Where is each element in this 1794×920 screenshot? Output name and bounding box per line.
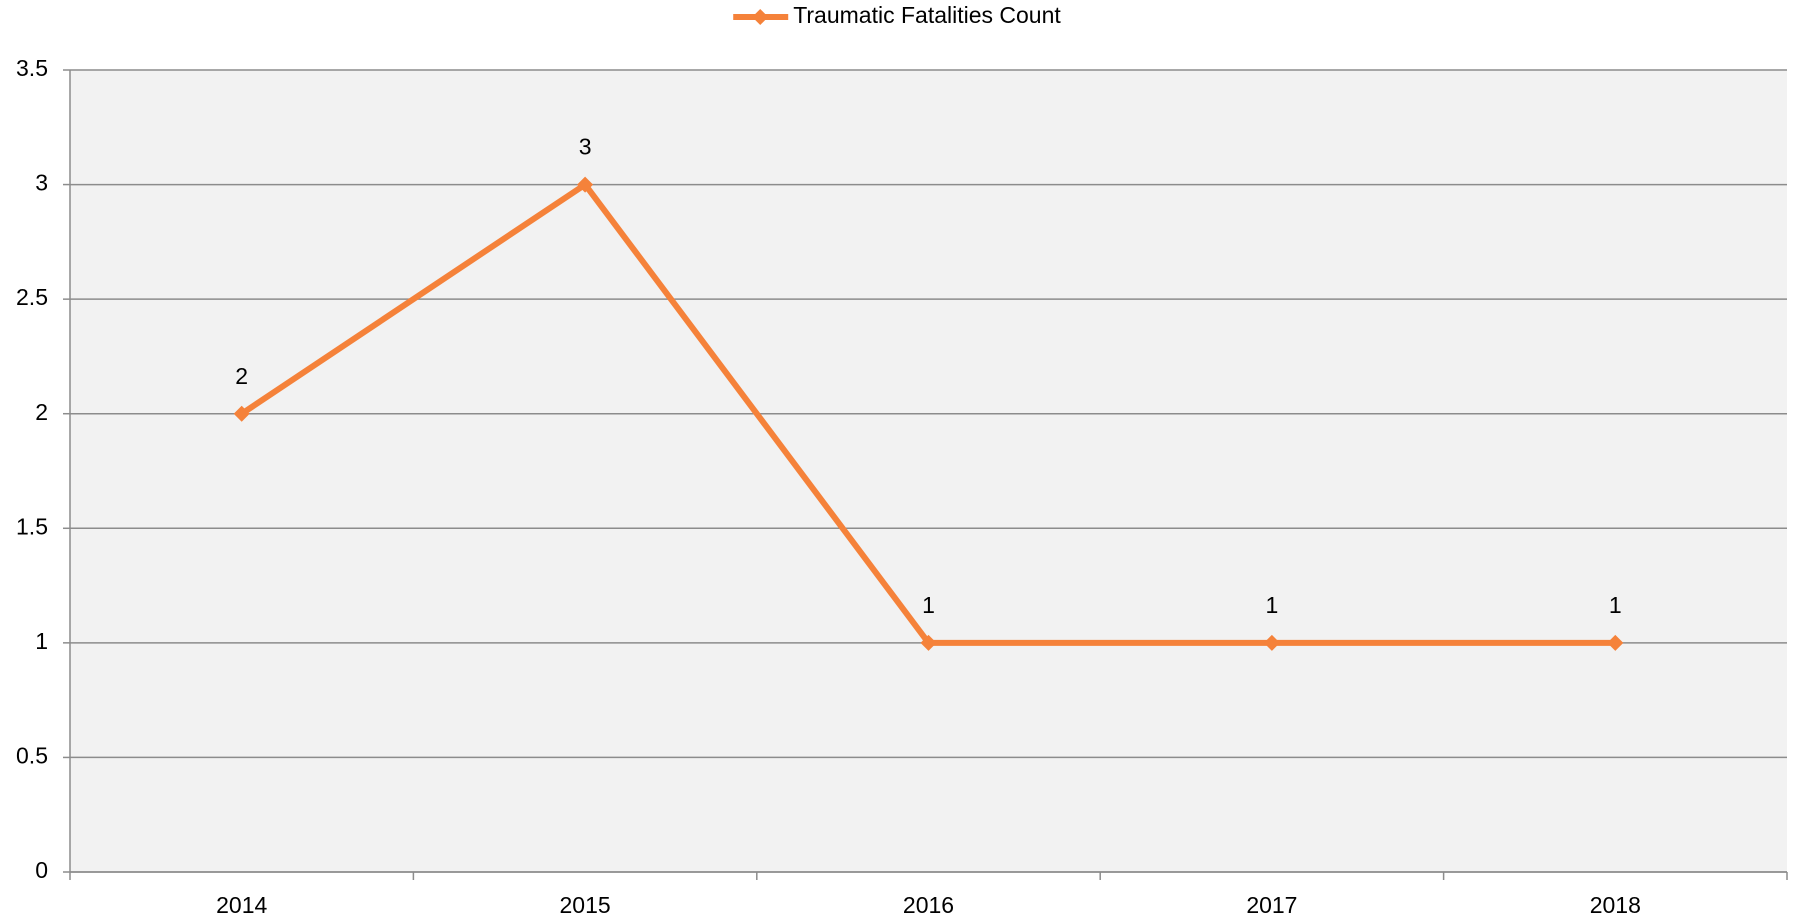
data-label: 3: [579, 134, 592, 160]
x-tick-label: 2018: [1590, 892, 1641, 918]
legend-label: Traumatic Fatalities Count: [793, 2, 1061, 28]
y-tick-label: 1.5: [16, 513, 48, 539]
x-tick-label: 2016: [903, 892, 954, 918]
data-label: 2: [235, 363, 248, 389]
data-label: 1: [922, 592, 935, 618]
y-tick-label: 1: [35, 628, 48, 654]
marker: [1607, 634, 1624, 651]
y-tick-label: 2.5: [16, 284, 48, 310]
x-tick-label: 2015: [560, 892, 611, 918]
x-tick-label: 2017: [1246, 892, 1297, 918]
legend-marker: [752, 9, 769, 25]
y-tick-label: 2: [35, 399, 48, 425]
y-tick-label: 0.5: [16, 743, 48, 769]
y-tick-label: 3.5: [16, 55, 48, 81]
marker: [233, 405, 250, 422]
data-label: 1: [1266, 592, 1279, 618]
marker: [920, 634, 937, 651]
plot-area: [70, 70, 1787, 872]
data-label: 1: [1609, 592, 1622, 618]
y-tick-label: 0: [35, 857, 48, 883]
marker: [577, 176, 594, 193]
y-tick-label: 3: [35, 170, 48, 196]
x-tick-label: 2014: [216, 892, 267, 918]
marker: [1263, 634, 1280, 651]
